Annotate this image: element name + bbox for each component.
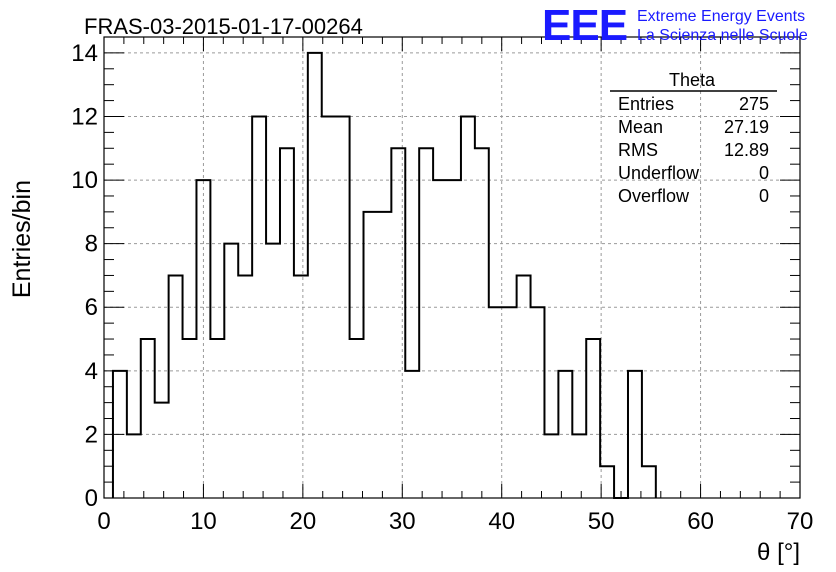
y-tick-label: 12 bbox=[71, 103, 98, 130]
x-tick-label: 10 bbox=[190, 508, 217, 535]
x-tick-label: 50 bbox=[588, 508, 615, 535]
histogram-bin bbox=[183, 339, 197, 498]
histogram-bin bbox=[280, 148, 294, 498]
histogram-bin bbox=[364, 212, 378, 498]
y-tick-label: 4 bbox=[85, 358, 98, 385]
stats-label-mean: Mean bbox=[618, 117, 663, 137]
stats-box: Theta Entries 275 Mean 27.19 RMS 12.89 U… bbox=[610, 70, 777, 206]
y-tick-label: 0 bbox=[85, 485, 98, 512]
histogram-bin bbox=[238, 275, 252, 498]
logo-mark: EEE bbox=[542, 1, 627, 50]
stats-title: Theta bbox=[669, 70, 716, 90]
histogram-bin bbox=[391, 148, 405, 498]
histogram-bin bbox=[169, 275, 183, 498]
histogram-bin bbox=[210, 339, 224, 498]
x-tick-label: 30 bbox=[389, 508, 416, 535]
x-tick-label: 0 bbox=[97, 508, 110, 535]
histogram-bin bbox=[544, 434, 558, 498]
x-tick-label: 70 bbox=[787, 508, 814, 535]
y-tick-label: 14 bbox=[71, 40, 98, 67]
stats-label-rms: RMS bbox=[618, 140, 658, 160]
histogram-bin bbox=[447, 180, 461, 498]
histogram-bin bbox=[127, 434, 141, 498]
histogram-step-line bbox=[111, 51, 657, 499]
histogram-bin bbox=[141, 339, 155, 498]
histogram-bin bbox=[586, 339, 600, 498]
logo-line-2: La Scienza nelle Scuole bbox=[637, 27, 808, 44]
histogram-bin bbox=[517, 275, 531, 498]
x-tick-label: 60 bbox=[687, 508, 714, 535]
y-tick-label: 8 bbox=[85, 231, 98, 258]
stats-value-entries: 275 bbox=[739, 94, 769, 114]
histogram-bin bbox=[642, 466, 656, 498]
y-axis-label: Entries/bin bbox=[8, 180, 36, 298]
histogram-outline bbox=[111, 51, 657, 499]
stats-label-entries: Entries bbox=[618, 94, 674, 114]
histogram-bin bbox=[294, 275, 308, 498]
histogram-bin bbox=[419, 148, 433, 498]
y-tick-label: 10 bbox=[71, 167, 98, 194]
plot-frame bbox=[103, 36, 801, 499]
eee-logo: EEE Extreme Energy Events La Scienza nel… bbox=[542, 1, 808, 50]
histogram-bin bbox=[350, 339, 364, 498]
chart-title: FRAS-03-2015-01-17-00264 bbox=[84, 14, 363, 39]
logo-line-1: Extreme Energy Events bbox=[637, 8, 805, 25]
histogram-bin bbox=[475, 148, 489, 498]
histogram-bin bbox=[308, 53, 322, 498]
histogram-bin bbox=[377, 212, 391, 498]
axis-ticks: 0 10 20 30 40 50 60 70 0 2 4 6 8 10 12 14 bbox=[71, 36, 814, 535]
x-axis-label: θ [°] bbox=[757, 539, 800, 566]
histogram-bin bbox=[336, 116, 350, 498]
stats-value-overflow: 0 bbox=[759, 186, 769, 206]
histogram-bin bbox=[531, 307, 545, 498]
stats-value-underflow: 0 bbox=[759, 163, 769, 183]
x-tick-label: 20 bbox=[290, 508, 317, 535]
y-tick-label: 6 bbox=[85, 294, 98, 321]
histogram-bin bbox=[503, 307, 517, 498]
histogram-bin bbox=[600, 466, 614, 498]
histogram-bin bbox=[572, 434, 586, 498]
histogram-bin bbox=[155, 403, 169, 498]
x-tick-label: 40 bbox=[488, 508, 515, 535]
histogram-bin bbox=[433, 180, 447, 498]
stats-value-mean: 27.19 bbox=[724, 117, 769, 137]
stats-value-rms: 12.89 bbox=[724, 140, 769, 160]
grid-lines bbox=[104, 37, 800, 498]
stats-label-underflow: Underflow bbox=[618, 163, 700, 183]
stats-label-overflow: Overflow bbox=[618, 186, 690, 206]
y-tick-label: 2 bbox=[85, 421, 98, 448]
histogram-bin bbox=[489, 307, 503, 498]
